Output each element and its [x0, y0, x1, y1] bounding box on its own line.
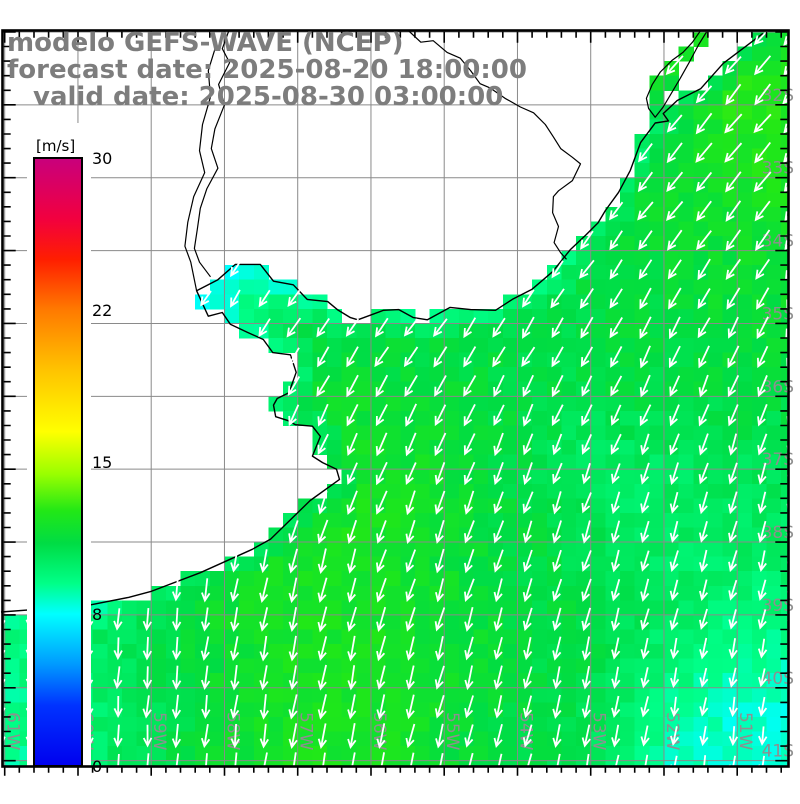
- longitude-label: 55W: [442, 712, 462, 751]
- longitude-label: 61W: [3, 712, 23, 751]
- border-river-path: [407, 30, 582, 260]
- axis-tick-marks: [3, 31, 788, 776]
- colorbar-unit-label: [m/s]: [36, 137, 75, 155]
- longitude-label: 52W: [662, 712, 682, 751]
- colorbar-tick-label: 8: [92, 605, 102, 624]
- map-frame: [1, 29, 790, 768]
- longitude-label: 53W: [589, 712, 609, 751]
- forecast-date-line: forecast date: 2025-08-20 18:00:00: [7, 55, 527, 85]
- lat-lon-gridlines: [2, 30, 789, 767]
- gridlines-layer: [2, 30, 789, 767]
- colorbar-tick-label: 30: [92, 149, 112, 168]
- model-title: modelo GEFS-WAVE (NCEP): [7, 28, 403, 58]
- lagoon-path: [645, 30, 708, 118]
- colorbar-tick-label: 15: [92, 453, 112, 472]
- colorbar-gradient-bar: [33, 157, 83, 767]
- longitude-label: 51W: [735, 712, 755, 751]
- valid-date-line: valid date: 2025-08-30 03:00:00: [33, 82, 503, 112]
- longitude-label: 59W: [149, 712, 169, 751]
- parana-river-west-path: [184, 44, 217, 291]
- axis-ticks-layer: [3, 31, 788, 776]
- longitude-label: 57W: [296, 712, 316, 751]
- title-block: modelo GEFS-WAVE (NCEP) forecast date: 2…: [7, 28, 527, 112]
- coastline-path: [0, 32, 764, 613]
- colorbar-tick-label: 22: [92, 301, 112, 320]
- coastline-layer: [0, 30, 764, 613]
- wind-arrows-layer: [2, 30, 789, 767]
- longitude-label: 58W: [222, 712, 242, 751]
- parana-river-east-path: [193, 30, 231, 278]
